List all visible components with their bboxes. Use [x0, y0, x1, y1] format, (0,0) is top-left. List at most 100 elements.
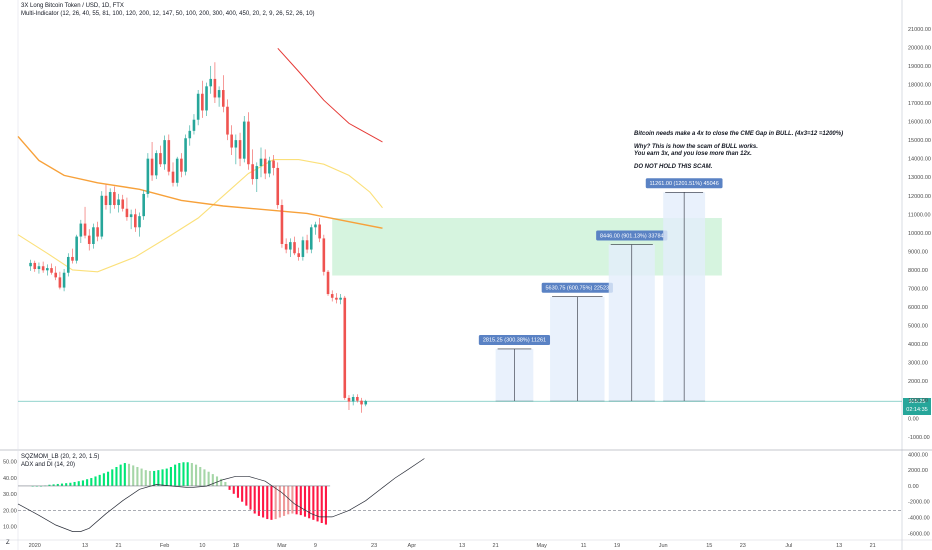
candle-body [364, 401, 368, 405]
candle-body [272, 160, 275, 168]
momentum-tick-label: -4000.00 [908, 515, 930, 521]
momentum-bar [86, 479, 89, 486]
time-tick-label: 11 [581, 543, 587, 549]
time-tick-label: 13 [82, 543, 88, 549]
momentum-bar [274, 485, 277, 520]
candle-body [259, 158, 263, 167]
projection-label-2: 5630.75 (600.75%) 22523 [546, 286, 610, 292]
candle-body [242, 121, 246, 159]
momentum-bar [56, 483, 59, 486]
price-tick-label: 20000.00 [908, 45, 931, 51]
ma-orange-line [17, 135, 383, 229]
momentum-bar [224, 481, 227, 486]
candle-body [163, 140, 166, 165]
momentum-bar [236, 485, 239, 498]
momentum-bar [303, 485, 307, 517]
momentum-bar [215, 476, 219, 486]
momentum-bar [199, 466, 202, 486]
candle-body [134, 214, 137, 228]
candle-body [221, 90, 225, 107]
adx-tick-label: 50.00 [3, 460, 17, 466]
annotation-line-2: Why? This is how the scam of BULL works. [634, 144, 758, 150]
candle-body [268, 160, 271, 174]
time-tick-label: 23 [371, 543, 377, 549]
candle-body [343, 297, 347, 398]
momentum-bar [153, 470, 156, 486]
momentum-bar [295, 485, 298, 515]
annotation-note[interactable]: Bitcoin needs make a 4x to close the CME… [634, 131, 843, 171]
momentum-bar [102, 473, 105, 486]
momentum-tick-label: 2000.00 [908, 468, 928, 474]
momentum-bar [270, 485, 273, 520]
momentum-bar [178, 463, 181, 486]
price-tick-label: 21000.00 [908, 27, 931, 33]
squeeze-momentum-legend[interactable]: SQZMOM_LB (20, 2, 20, 1.5) [21, 454, 100, 460]
time-tick-label: 21 [870, 543, 876, 549]
candle-body [314, 224, 317, 228]
candle-body [50, 268, 53, 273]
candle-body [322, 238, 326, 272]
candle-body [96, 227, 99, 237]
zoom-button[interactable]: Z [6, 540, 10, 546]
candle-body [58, 277, 62, 288]
time-tick-label: 19 [614, 543, 620, 549]
candle-body [75, 236, 78, 261]
momentum-bar [324, 485, 327, 525]
momentum-bar [262, 485, 265, 518]
time-tick-label: 9 [314, 543, 317, 549]
candle-body [226, 106, 229, 135]
indicator-legend[interactable]: Multi-Indicator (12, 26, 40, 55, 81, 100… [21, 11, 315, 17]
momentum-bar [266, 485, 269, 520]
momentum-bar [115, 466, 118, 486]
candle-body [71, 256, 74, 261]
adx-tick-label: 20.00 [3, 508, 17, 514]
candle-body [146, 158, 150, 194]
momentum-bar [241, 485, 244, 502]
candle-body [230, 134, 233, 148]
adx-line [17, 458, 425, 532]
momentum-bar [211, 474, 214, 486]
momentum-bar [107, 471, 110, 486]
momentum-bar [278, 485, 281, 518]
candle-body [138, 216, 141, 228]
momentum-bar [119, 464, 122, 486]
momentum-bar [316, 485, 319, 522]
candle-body [175, 158, 179, 183]
momentum-bar [98, 474, 101, 486]
candle-body [87, 235, 91, 244]
annotation-line-4: DO NOT HOLD THIS SCAM. [634, 164, 713, 170]
candle-body [188, 130, 192, 139]
candle-body [117, 199, 120, 206]
time-tick-label: May [537, 543, 548, 549]
momentum-bar [81, 480, 84, 486]
momentum-bar [228, 485, 231, 490]
momentum-bar [287, 485, 290, 515]
time-tick-label: Jul [785, 543, 792, 549]
time-tick-label: Apr [408, 543, 417, 549]
candle-body [201, 93, 204, 111]
candle-body [251, 164, 254, 180]
momentum-bar [186, 462, 189, 486]
momentum-bar [257, 485, 260, 516]
annotation-line-3: You earn 3x, and you lose more than 12x. [634, 151, 752, 157]
candle-body [217, 90, 221, 98]
momentum-bar [253, 485, 256, 514]
projection-label-3: 8446.00 (901.13%) 33784 [600, 233, 664, 239]
momentum-bar [90, 478, 93, 486]
momentum-bar [220, 478, 223, 486]
time-tick-label: 23 [740, 543, 746, 549]
candle-body [318, 224, 321, 239]
candle-body [330, 294, 334, 298]
candle-body [100, 195, 104, 237]
momentum-bar [161, 469, 164, 486]
adx-tick-label: 40.00 [3, 476, 17, 482]
momentum-bar [144, 470, 147, 486]
time-tick-label: Jun [659, 543, 668, 549]
price-tick-label: 3000.00 [908, 361, 928, 367]
adx-legend[interactable]: ADX and DI (14, 20) [21, 462, 76, 468]
price-tick-label: 1000.00 [908, 398, 928, 404]
momentum-bar [308, 485, 311, 519]
momentum-bar [73, 481, 76, 486]
candle-body [293, 242, 296, 254]
